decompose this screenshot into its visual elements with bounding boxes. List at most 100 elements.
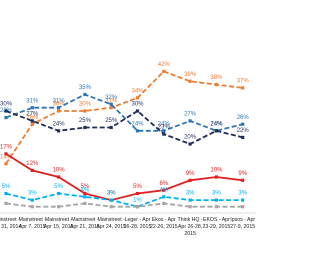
point (188, 79, 192, 83)
value-label: 24% (131, 121, 144, 127)
value-label: 5% (81, 184, 90, 190)
point (241, 178, 245, 182)
point (214, 83, 218, 87)
value-label: 30% (79, 102, 92, 108)
point (83, 201, 87, 205)
x-tick-label: Mainstreet -Apr 7, 2015 (19, 217, 47, 230)
value-label: 3% (28, 191, 37, 197)
point (109, 106, 113, 110)
value-label: 4% (159, 187, 168, 193)
value-label: 5% (133, 184, 142, 190)
point (241, 205, 245, 209)
point (30, 205, 34, 209)
value-label: 12% (26, 161, 39, 167)
value-label: 24% (158, 121, 171, 127)
point (4, 162, 8, 166)
point (214, 205, 218, 209)
x-tick-label: Mainstreet -Apr 15, 2015 (44, 217, 74, 230)
point (109, 205, 113, 209)
point (4, 109, 8, 113)
value-label: 22% (237, 128, 250, 134)
point (188, 178, 192, 182)
point (241, 198, 245, 202)
series-line (5, 93, 243, 132)
x-tick-label: EKOS - Apr 23-29, 2015 (203, 217, 231, 230)
value-label: 37% (237, 78, 250, 84)
point (57, 175, 61, 179)
value-label: 14% (0, 154, 13, 160)
point (162, 195, 166, 199)
value-label: 39% (184, 72, 197, 78)
series-line (5, 109, 243, 145)
point (57, 129, 61, 133)
point (162, 69, 166, 73)
value-label: 30% (0, 102, 13, 108)
value-label: 10% (210, 168, 223, 174)
x-tick-label: Ekos - Apr 22-26, 2015 (150, 217, 178, 230)
point (135, 205, 140, 209)
point (135, 191, 140, 196)
point (83, 125, 87, 130)
value-label: 20% (184, 135, 197, 141)
series-line (5, 70, 243, 165)
value-label: 24% (210, 121, 223, 127)
x-tick-label: Mainstreet -Apr 24, 2015 (96, 217, 126, 230)
point (30, 122, 34, 126)
value-label: 38% (210, 75, 223, 81)
value-label: 9% (238, 171, 247, 177)
value-label: 3% (107, 191, 116, 197)
value-label: 25% (105, 118, 118, 124)
value-label: 17% (0, 144, 13, 150)
point (162, 188, 166, 192)
value-label: 35% (79, 85, 92, 91)
point (30, 119, 34, 123)
point (135, 96, 140, 100)
point (4, 201, 8, 205)
x-tick-label: Ipsos - Apr 27-9, 2015 (230, 217, 255, 230)
point (109, 125, 113, 130)
value-label: 6% (159, 181, 168, 187)
point (83, 92, 87, 97)
point (241, 86, 245, 90)
point (135, 109, 140, 113)
point (188, 142, 192, 146)
point (109, 198, 113, 202)
value-label: 10% (53, 168, 66, 174)
value-label: 5% (54, 184, 63, 190)
point (214, 175, 218, 179)
value-label: 3% (238, 191, 247, 197)
point (4, 152, 8, 156)
value-label: 26% (26, 115, 39, 121)
value-label: 23% (158, 125, 171, 131)
value-label: 31% (105, 98, 118, 104)
value-label: 24% (53, 121, 66, 127)
point (162, 129, 166, 133)
value-label: 30% (53, 102, 66, 108)
value-label: 3% (212, 191, 221, 197)
point (57, 109, 61, 113)
value-label: 3% (186, 191, 195, 197)
value-label: 26% (237, 115, 250, 121)
point (188, 205, 192, 209)
point (83, 195, 87, 199)
x-tick-label: Leger - Apr 26-28, 2015 (124, 217, 152, 230)
series-line (5, 153, 243, 202)
value-label: 1% (133, 197, 142, 203)
value-label: 4% (81, 187, 90, 193)
point (109, 102, 113, 106)
point (162, 132, 166, 136)
value-label: 27% (184, 111, 197, 117)
point (188, 198, 192, 202)
point (30, 198, 34, 202)
value-label: 25% (79, 118, 92, 124)
point (83, 191, 87, 196)
value-label: 27% (26, 111, 39, 117)
point (30, 168, 34, 172)
value-label: 9% (186, 171, 195, 177)
series-line (5, 192, 243, 208)
point (214, 198, 218, 202)
value-label: 31% (53, 98, 66, 104)
point (241, 122, 245, 126)
x-tick-label: Mainstreet -Apr 21, 2015 (70, 217, 100, 230)
